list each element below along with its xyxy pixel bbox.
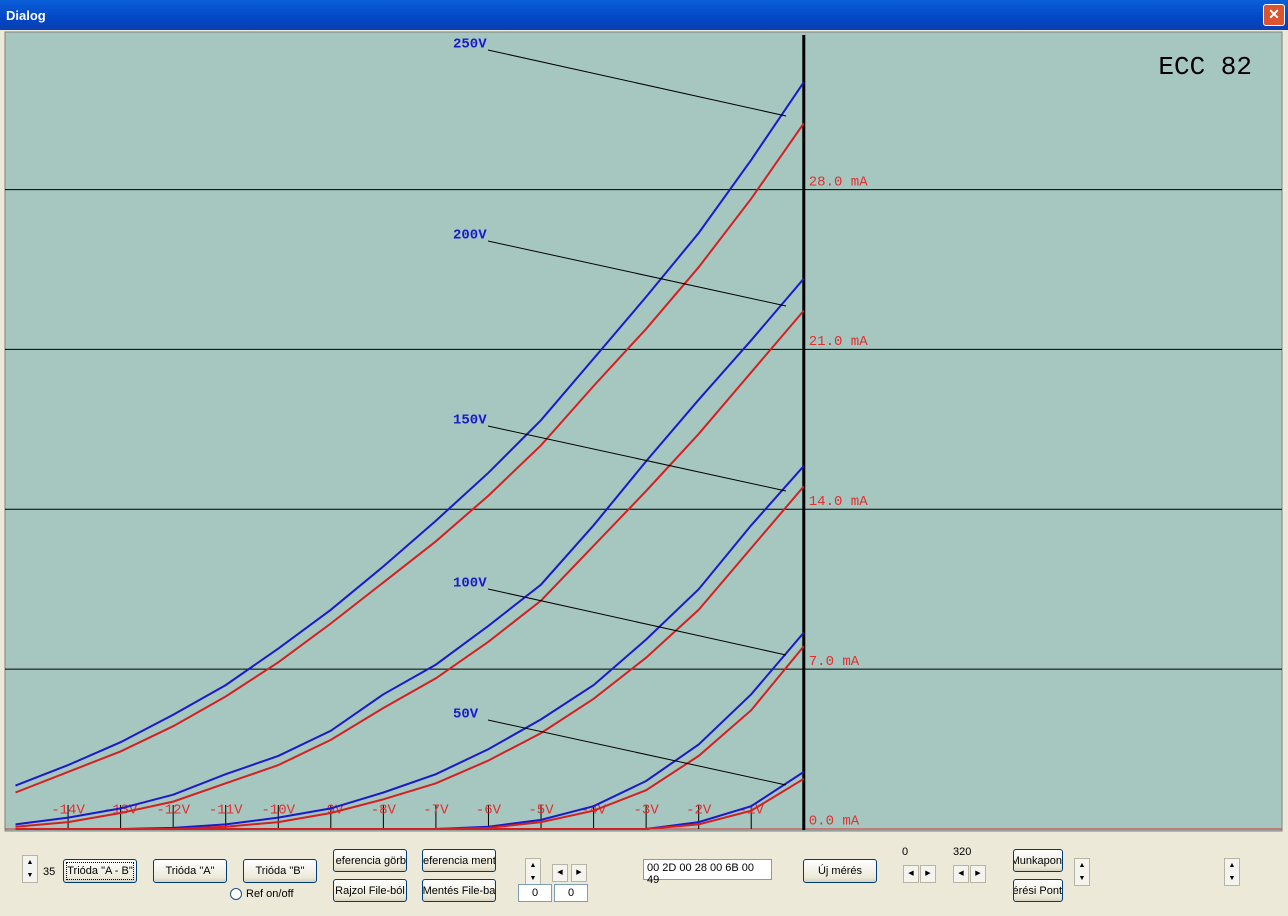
leader-line xyxy=(487,240,787,307)
curve-label: 200V xyxy=(453,228,487,244)
curve-label: 250V xyxy=(453,37,487,53)
x-tick-label: -2V xyxy=(686,803,712,819)
window-title: Dialog xyxy=(6,8,46,23)
button[interactable]: Mentés File-ba xyxy=(422,879,496,902)
curve xyxy=(15,81,805,787)
title-bar: Dialog ✕ xyxy=(0,0,1288,30)
spin-button[interactable]: ▲ ▼ xyxy=(1074,858,1090,886)
x-tick-label: -7V xyxy=(423,803,449,819)
curve-label: 100V xyxy=(453,576,487,592)
y-tick-label: 0.0 mA xyxy=(809,814,860,830)
leader-line xyxy=(487,425,787,492)
curve-label: 50V xyxy=(453,707,479,723)
x-tick-label: -10V xyxy=(261,803,295,819)
curve xyxy=(15,277,805,826)
radio-button[interactable] xyxy=(230,888,242,900)
spin-button[interactable]: ▲ ▼ xyxy=(525,858,541,886)
curve-label: 150V xyxy=(453,413,487,429)
value-label: 320 xyxy=(953,846,972,858)
curve xyxy=(15,309,805,828)
spin-value: 35 xyxy=(43,866,56,878)
button[interactable]: Trióda "A - B" xyxy=(63,859,137,883)
radio-label: Ref on/off xyxy=(246,888,294,900)
left-arrow[interactable]: ◀ xyxy=(552,864,568,882)
button[interactable]: eferencia görb xyxy=(333,849,407,872)
spin-button[interactable]: ▲ ▼ xyxy=(1224,858,1240,886)
leader-line xyxy=(487,719,787,786)
y-tick-label: 14.0 mA xyxy=(809,494,868,510)
x-tick-label: -14V xyxy=(51,803,85,819)
button[interactable]: Trióda "B" xyxy=(243,859,317,883)
spin-button[interactable]: ▲ ▼ xyxy=(22,855,38,883)
value-label: 0 xyxy=(902,846,909,858)
button[interactable]: Munkapon xyxy=(1013,849,1063,872)
button[interactable]: Trióda "A" xyxy=(153,859,227,883)
curve xyxy=(15,122,805,794)
right-arrow[interactable]: ▶ xyxy=(571,864,587,882)
y-tick-label: 21.0 mA xyxy=(809,334,868,350)
edit-box[interactable]: 0 xyxy=(518,884,552,902)
left-arrow[interactable]: ◀ xyxy=(953,865,969,883)
x-tick-label: -11V xyxy=(209,803,243,819)
edit-box[interactable]: 0 xyxy=(554,884,588,902)
button[interactable]: Új mérés xyxy=(803,859,877,883)
right-arrow[interactable]: ▶ xyxy=(920,865,936,883)
right-arrow[interactable]: ▶ xyxy=(970,865,986,883)
button[interactable]: Rajzol File-ból xyxy=(333,879,407,902)
button[interactable]: eferencia ment xyxy=(422,849,496,872)
left-arrow[interactable]: ◀ xyxy=(903,865,919,883)
x-tick-label: -3V xyxy=(634,803,660,819)
x-tick-label: -5V xyxy=(528,803,554,819)
hex-edit[interactable]: 00 2D 00 28 00 6B 00 49 xyxy=(643,859,772,886)
y-tick-label: 28.0 mA xyxy=(809,174,868,190)
curve xyxy=(15,777,805,830)
button[interactable]: érési Pont xyxy=(1013,879,1063,902)
chart-title: ECC 82 xyxy=(1158,52,1252,82)
x-tick-label: -8V xyxy=(371,803,397,819)
x-tick-label: -12V xyxy=(156,803,190,819)
leader-line xyxy=(487,49,787,117)
close-button[interactable]: ✕ xyxy=(1263,4,1285,26)
plot-background xyxy=(4,31,1283,832)
y-tick-label: 7.0 mA xyxy=(809,654,860,670)
leader-line xyxy=(487,588,787,656)
x-tick-label: -6V xyxy=(476,803,502,819)
